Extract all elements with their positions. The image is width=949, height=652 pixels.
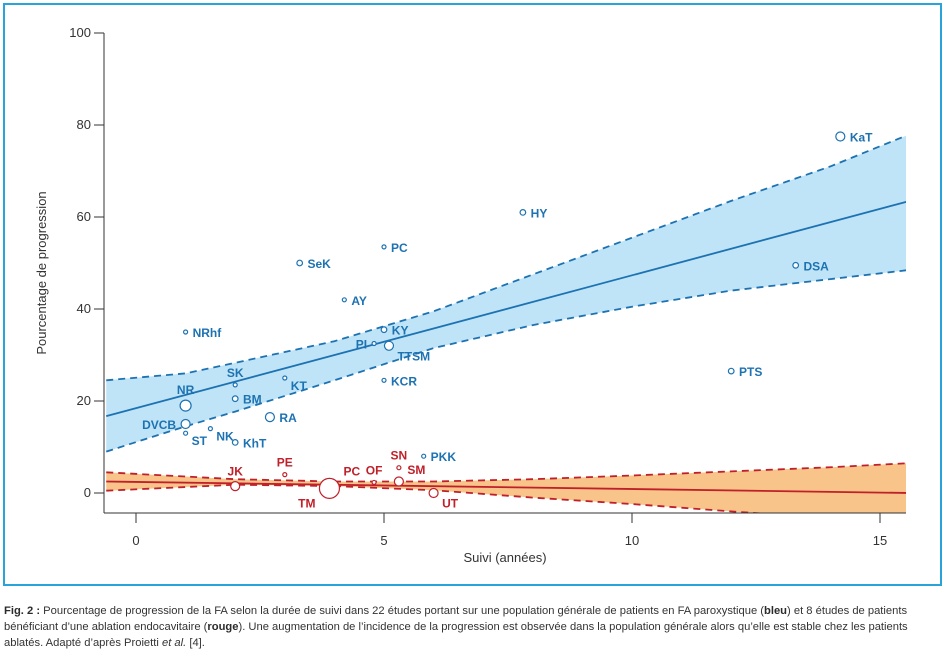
caption-rouge: rouge [207, 621, 239, 633]
data-point-blue [371, 340, 377, 347]
ci-lower-line-blue [105, 269, 906, 453]
point-label-red: OF [366, 463, 383, 477]
point-label-blue: HY [531, 206, 548, 220]
data-point-blue [232, 382, 238, 388]
plot-area [105, 134, 906, 513]
point-label-blue: KCR [391, 374, 417, 388]
caption-bleu: bleu [764, 605, 788, 617]
point-label-blue: PI [356, 338, 367, 352]
x-axis-label: Suivi (années) [463, 550, 546, 565]
data-point-red [371, 479, 377, 486]
regression-line-blue [106, 200, 906, 418]
point-label-blue: ST [192, 434, 208, 448]
x-tick-label: 10 [625, 533, 639, 548]
y-tick-label: 100 [69, 25, 91, 40]
point-label-blue: KhT [243, 436, 267, 450]
data-point-blue [381, 377, 387, 383]
data-point-blue [380, 326, 388, 334]
regression-line-red [106, 480, 906, 494]
point-label-blue: PTS [739, 365, 762, 379]
caption-etal: et al. [161, 637, 187, 649]
x-tick-label: 15 [873, 533, 887, 548]
point-label-blue: NR [177, 383, 195, 397]
point-label-blue: KaT [850, 131, 873, 145]
data-point-blue [264, 412, 276, 423]
data-point-blue [792, 261, 800, 269]
point-label-blue: RA [279, 411, 297, 425]
caption-text-3: ). Une augmentation de l’incidence de la… [4, 621, 908, 649]
point-label-red: SN [391, 449, 408, 463]
point-label-blue: PC [391, 241, 408, 255]
data-point-blue [519, 208, 527, 216]
point-label-blue: NRhf [193, 326, 223, 340]
point-label-blue: BM [243, 393, 262, 407]
data-point-blue [727, 367, 735, 375]
x-tick-label: 5 [380, 533, 387, 548]
point-label-red: JK [228, 465, 244, 479]
data-point-blue [183, 430, 189, 436]
confidence-band-blue [106, 135, 906, 452]
point-label-blue: KY [392, 324, 409, 338]
caption-text-4: [4]. [186, 637, 205, 649]
data-point-blue [282, 375, 288, 381]
point-label-blue: SeK [307, 257, 331, 271]
data-point-red [393, 476, 404, 487]
data-point-blue [296, 259, 304, 267]
point-label-red: TM [298, 496, 315, 510]
caption-fig-label: Fig. 2 : [4, 605, 41, 617]
y-tick-label: 20 [77, 393, 91, 408]
caption-text-1: Pourcentage de progression de la FA selo… [40, 605, 765, 617]
data-point-red [428, 487, 439, 499]
x-tick-label: 0 [132, 533, 139, 548]
data-point-red [396, 465, 402, 471]
data-point-blue [231, 395, 239, 403]
ci-upper-line-blue [106, 134, 906, 382]
data-point-blue [835, 131, 846, 142]
point-label-blue: AY [351, 294, 367, 308]
point-label-red: PE [277, 456, 293, 470]
data-point-red [282, 472, 288, 478]
data-point-blue [183, 329, 189, 335]
point-label-blue: PKK [431, 450, 457, 464]
point-label-red: PC [343, 464, 360, 478]
data-point-blue [421, 453, 427, 459]
data-point-blue [180, 418, 191, 430]
y-axis-label: Pourcentage de progression [34, 191, 49, 354]
figure-caption: Fig. 2 : Pourcentage de progression de l… [4, 603, 944, 651]
confidence-band-red [106, 463, 906, 513]
point-label-blue: SK [227, 366, 244, 380]
point-label-blue: DVCB [142, 418, 176, 432]
data-point-red [230, 481, 241, 492]
ci-upper-line-red [106, 462, 906, 483]
data-point-blue [207, 426, 213, 432]
point-label-blue: DSA [803, 259, 829, 273]
y-tick-label: 60 [77, 209, 91, 224]
point-label-blue: KT [291, 379, 308, 393]
point-label-red: UT [442, 497, 459, 511]
point-label-red: SM [407, 463, 425, 477]
y-tick-label: 0 [84, 485, 91, 500]
point-label-blue: NK [216, 430, 234, 444]
data-point-blue [383, 340, 395, 351]
ci-lower-line-red [106, 483, 768, 513]
data-point-blue [381, 244, 387, 250]
y-tick-label: 40 [77, 301, 91, 316]
progression-chart: 0 20 40 60 80 100 0 5 10 15 Suivi (années) Pourcent… [34, 25, 906, 565]
caption-text-2: ) et 8 études de patients bénéficiant d’… [4, 605, 908, 633]
point-label-blue: TTSM [397, 349, 430, 363]
y-tick-label: 80 [77, 117, 91, 132]
data-point-blue [179, 399, 192, 412]
data-point-blue [231, 439, 239, 446]
data-point-red [318, 477, 341, 499]
data-point-blue [341, 297, 347, 303]
